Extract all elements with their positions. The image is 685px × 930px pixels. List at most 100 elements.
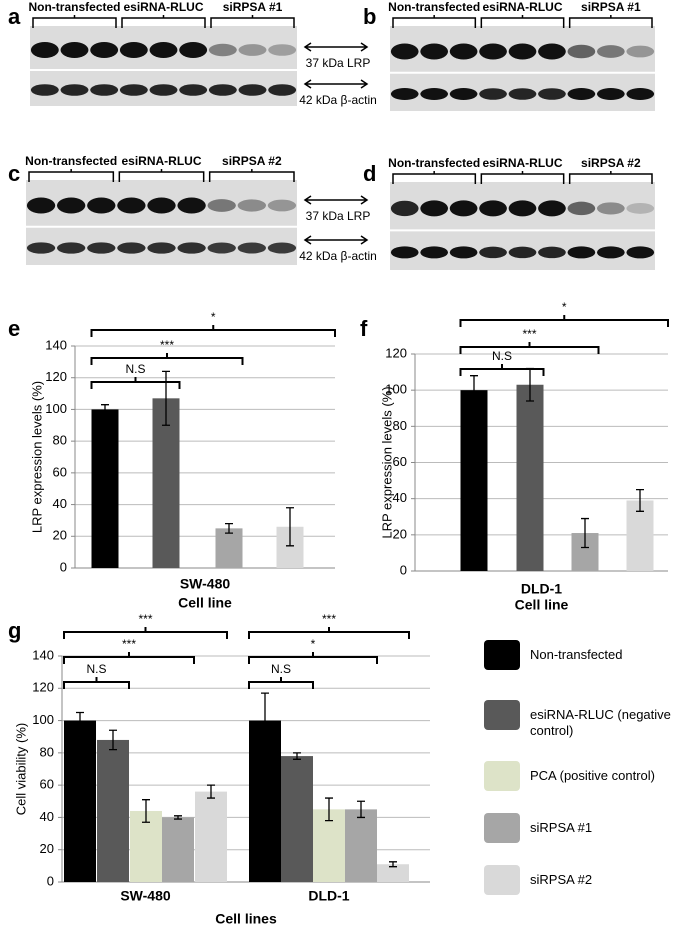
- error-bar: [389, 861, 397, 868]
- significance-bracket: [63, 627, 228, 639]
- significance-bracket: [63, 677, 130, 689]
- y-tick-label: 80: [393, 418, 407, 433]
- blot-group-label: siRPSA #2: [581, 156, 641, 170]
- blot-band: [626, 45, 655, 58]
- blot-band: [567, 88, 596, 100]
- y-tick-label: 120: [45, 369, 67, 384]
- blot-band: [208, 84, 237, 96]
- blot-band: [626, 202, 655, 214]
- x-tick-label: SW-480: [180, 576, 231, 592]
- bar: [377, 864, 409, 882]
- blot-group-bracket: [480, 15, 565, 28]
- blot-band: [390, 88, 419, 100]
- bar: [97, 739, 129, 882]
- legend-label: siRPSA #1: [530, 820, 593, 835]
- blot-band: [479, 246, 507, 259]
- blot-band: [538, 200, 566, 217]
- bar: [281, 756, 313, 882]
- significance-label: *: [562, 300, 567, 314]
- error-bar: [261, 692, 269, 749]
- bar: [516, 384, 544, 571]
- blot-band: [508, 200, 537, 217]
- bar: [91, 409, 119, 568]
- blot-band: [149, 42, 178, 58]
- blot-band: [57, 242, 86, 254]
- blot-group-bracket: [208, 169, 295, 182]
- blot-group-label: esiRNA-RLUC: [482, 156, 562, 170]
- blot-band: [479, 43, 507, 60]
- blot-band: [267, 242, 297, 254]
- significance-label: ***: [138, 612, 152, 626]
- y-tick-label: 140: [45, 337, 67, 352]
- blot-band: [177, 197, 206, 214]
- blot-group-label: siRPSA #2: [222, 154, 282, 168]
- error-bar: [636, 488, 644, 512]
- blot-band: [60, 42, 89, 58]
- y-tick-label: 40: [53, 496, 67, 511]
- blot-band: [208, 43, 237, 57]
- y-tick-label: 140: [32, 647, 54, 662]
- significance-label: N.S: [86, 662, 106, 676]
- blot-band: [237, 242, 266, 254]
- blot-group-bracket: [480, 171, 565, 184]
- legend-swatch: [484, 865, 520, 895]
- blot-group-label: Non-transfected: [25, 154, 117, 168]
- blot-band: [87, 242, 116, 254]
- panel-letter: e: [8, 316, 20, 341]
- blot-band: [26, 242, 56, 254]
- blot-band: [596, 246, 625, 259]
- y-tick-label: 40: [393, 490, 407, 505]
- x-axis-label: Cell line: [515, 597, 569, 613]
- panel-letter: b: [363, 4, 376, 29]
- significance-label: ***: [322, 612, 336, 626]
- error-bar: [174, 815, 182, 820]
- blot-band: [390, 200, 419, 217]
- marker-label: 37 kDa LRP: [306, 56, 371, 70]
- blot-group-bracket: [392, 15, 477, 28]
- y-tick-label: 40: [40, 809, 54, 824]
- blot-band: [567, 44, 596, 59]
- blot-band: [237, 199, 266, 212]
- legend-swatch: [484, 813, 520, 843]
- marker-arrow: [303, 235, 369, 245]
- bar: [195, 791, 227, 882]
- panel-letter: c: [8, 161, 20, 186]
- blot-band: [508, 88, 537, 100]
- blot-band: [119, 42, 148, 58]
- blot-band: [177, 242, 206, 254]
- blot-band: [238, 44, 267, 56]
- significance-label: ***: [160, 338, 174, 352]
- error-bar: [109, 729, 117, 751]
- significance-label: ***: [522, 327, 536, 341]
- y-tick-label: 80: [53, 433, 67, 448]
- blot-band: [538, 88, 566, 100]
- blot-band: [57, 197, 86, 214]
- marker-arrow: [303, 42, 369, 52]
- blot-group-label: Non-transfected: [388, 0, 480, 14]
- y-tick-label: 20: [40, 841, 54, 856]
- significance-label: *: [311, 637, 316, 651]
- y-tick-label: 120: [385, 345, 407, 360]
- blot-band: [207, 242, 236, 254]
- bar: [345, 809, 377, 882]
- y-axis-label: LRP expression levels (%): [29, 381, 44, 533]
- blot-band: [87, 197, 116, 214]
- bar: [152, 398, 180, 568]
- error-bar: [286, 507, 294, 547]
- error-bar: [325, 797, 333, 822]
- significance-bracket: [90, 377, 181, 389]
- y-tick-label: 60: [53, 464, 67, 479]
- panel-letter: f: [360, 316, 368, 341]
- blot-band: [420, 246, 449, 259]
- blot-band: [179, 42, 208, 58]
- legend-label: esiRNA-RLUC (negative control): [530, 707, 671, 738]
- y-tick-label: 20: [393, 526, 407, 541]
- y-axis-label: Cell viability (%): [13, 723, 28, 815]
- blot-band: [30, 42, 59, 58]
- blot-band: [30, 84, 59, 96]
- legend-label: PCA (positive control): [530, 768, 655, 783]
- significance-bracket: [459, 315, 669, 327]
- significance-bracket: [248, 627, 410, 639]
- y-tick-label: 120: [32, 680, 54, 695]
